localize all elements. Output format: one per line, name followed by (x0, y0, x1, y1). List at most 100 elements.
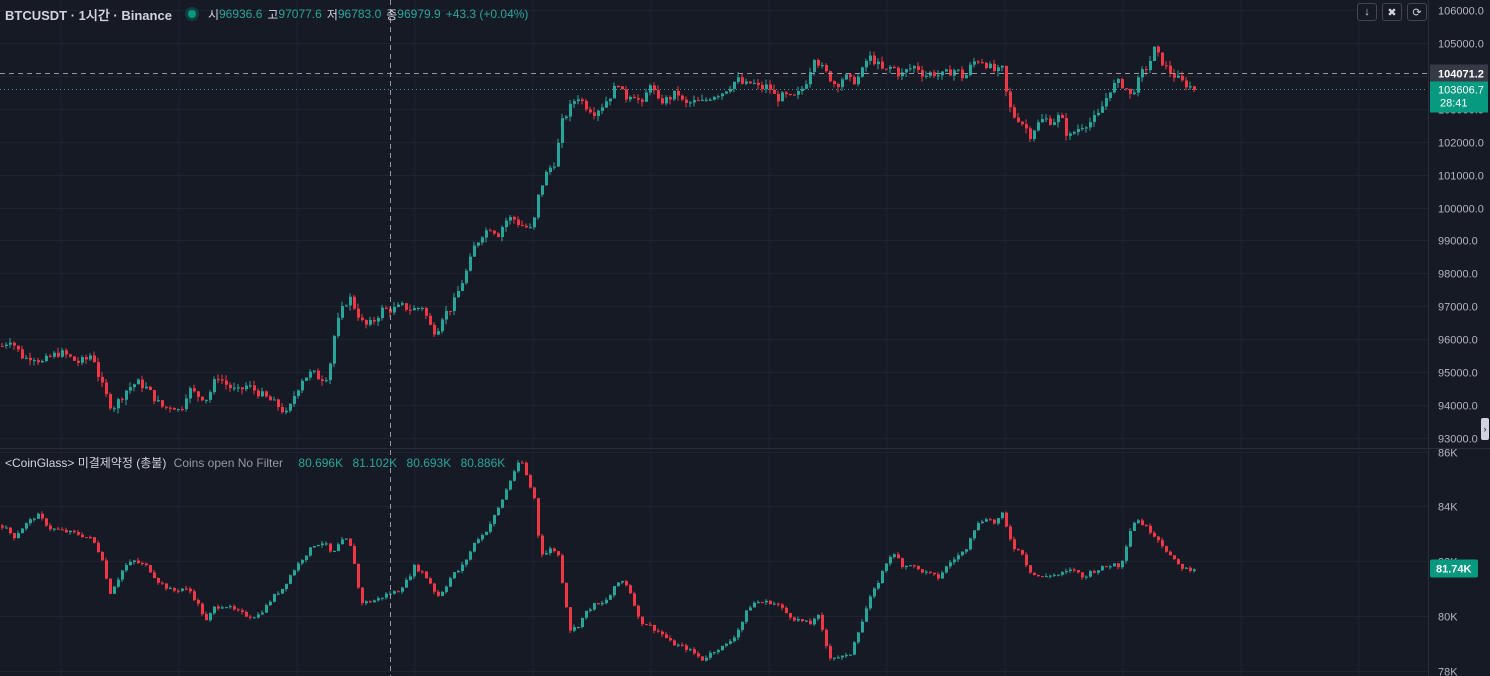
price-tick-label: 102000.0 (1438, 138, 1484, 150)
candle-body (1141, 520, 1144, 526)
oi-candle (209, 612, 212, 622)
candle-body (253, 385, 256, 391)
collapse-icon[interactable]: ✖ (1382, 3, 1402, 21)
candle-body (13, 533, 16, 539)
candle-body (25, 357, 28, 359)
candle-body (1173, 73, 1176, 78)
price-candle (701, 94, 704, 102)
symbol-title[interactable]: BTCUSDT · 1시간 · Binance (5, 7, 172, 23)
price-candle (517, 216, 520, 228)
candle-body (769, 600, 772, 605)
price-candle (649, 83, 652, 96)
candle-body (793, 617, 796, 621)
oi-candle (897, 552, 900, 559)
candle-body (833, 657, 836, 659)
candle-body (477, 242, 480, 246)
pane-resize-handle[interactable]: › (1481, 418, 1489, 440)
candle-body (581, 99, 584, 101)
price-candle (881, 56, 884, 70)
candle-body (981, 521, 984, 524)
candle-body (61, 529, 64, 531)
candle-body (449, 578, 452, 587)
price-candle (601, 103, 604, 115)
maximize-icon[interactable]: ⟳ (1407, 3, 1427, 21)
price-candle (273, 396, 276, 401)
oi-candle (1137, 518, 1140, 525)
oi-candle (501, 499, 504, 509)
price-candle (617, 84, 620, 88)
candle-body (213, 606, 216, 614)
candle-body (725, 643, 728, 646)
candle-body (481, 237, 484, 243)
oi-candle (645, 623, 648, 626)
candle-body (717, 96, 720, 98)
candle-body (229, 384, 232, 389)
candle-body (821, 614, 824, 630)
price-candle (1137, 75, 1140, 97)
oi-candle (597, 602, 600, 605)
candle-body (1133, 522, 1136, 532)
price-candle (29, 352, 32, 366)
oi-candle (689, 647, 692, 652)
candle-body (853, 76, 856, 85)
price-candle (521, 220, 524, 227)
candle-body (325, 380, 328, 382)
price-candle (1189, 81, 1192, 90)
price-candle (709, 97, 712, 102)
oi-candle (1085, 575, 1088, 580)
candle-body (1057, 574, 1060, 576)
oi-candle (889, 555, 892, 567)
candle-body (997, 67, 1000, 72)
candle-body (1033, 130, 1036, 140)
candle-body (181, 409, 184, 411)
candle-body (125, 390, 128, 400)
candle-body (161, 582, 164, 584)
oi-candle (1113, 563, 1116, 567)
candle-body (873, 55, 876, 65)
oi-candle (593, 602, 596, 612)
candle-body (745, 81, 748, 84)
oi-candle (321, 540, 324, 548)
price-candle (453, 292, 456, 316)
oi-candle (917, 565, 920, 571)
candle-body (313, 370, 316, 372)
indicator-title[interactable]: <CoinGlass> 미결제약정 (총불) (5, 456, 167, 470)
candle-body (981, 62, 984, 64)
oi-candle (1045, 573, 1048, 578)
price-candle (733, 81, 736, 93)
price-candle (1, 342, 4, 347)
price-candle (345, 304, 348, 307)
oi-candle (545, 550, 548, 555)
arrow-down-icon[interactable]: ↓ (1357, 3, 1377, 21)
candle-body (969, 538, 972, 550)
candle-body (601, 107, 604, 111)
indicator-legend[interactable]: <CoinGlass> 미결제약정 (총불) Coins open No Fil… (5, 454, 505, 471)
price-candle (333, 334, 336, 367)
price-candle (457, 286, 460, 298)
candle-body (977, 523, 980, 531)
candle-body (933, 572, 936, 575)
price-candle (661, 94, 664, 106)
candle-body (493, 515, 496, 524)
candle-body (341, 306, 344, 318)
candle-body (209, 392, 212, 400)
candle-body (625, 89, 628, 100)
oi-candle (1053, 573, 1056, 577)
oi-candle (693, 647, 696, 656)
candle-body (733, 81, 736, 89)
candle-body (837, 657, 840, 659)
oi-candle (329, 543, 332, 553)
oi-candle (81, 532, 84, 538)
candle-body (409, 309, 412, 311)
candle-body (581, 617, 584, 628)
candle-body (881, 61, 884, 69)
candle-body (169, 588, 172, 590)
oi-candle (49, 523, 52, 532)
price-candle (357, 303, 360, 321)
oi-candle (1101, 565, 1104, 571)
oi-candle (805, 620, 808, 623)
candle-body (149, 386, 152, 390)
candle-body (589, 109, 592, 113)
